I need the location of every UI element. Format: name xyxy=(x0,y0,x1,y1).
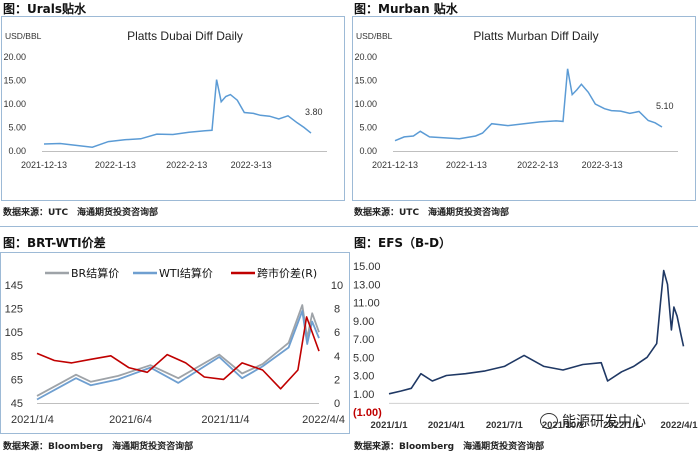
x-tick-label: 2022/1/1 xyxy=(603,420,641,431)
x-tick-label: 2021/11/4 xyxy=(201,414,249,426)
legend-label: WTI结算价 xyxy=(159,266,213,280)
legend-label: 跨市价差(R) xyxy=(257,266,317,280)
series-line xyxy=(36,310,320,401)
murban-panel: 图：Murban 贴水 USD/BBL Platts Murban Diff Da… xyxy=(351,0,698,220)
y-tick-label: 0.00 xyxy=(8,146,26,156)
series-line xyxy=(388,269,685,395)
chart-title: Platts Murban Diff Daily xyxy=(473,29,598,43)
y-right-tick-label: 0 xyxy=(334,398,340,410)
y-right-tick-label: 4 xyxy=(334,351,340,363)
efs-chart: (1.00) 1.00 3.00 5.00 7.00 9.00 11.00 13.00 15.0… xyxy=(353,261,698,431)
brt-wti-panel: 图：BRT-WTI价差 BR结算价 WTI结算价 跨市价差(R) 45 65 85 105 1… xyxy=(0,234,350,454)
y-right-tick-label: 2 xyxy=(334,374,340,386)
source-note: 数据来源：UTC 海通期货投资咨询部 xyxy=(354,208,510,218)
y-tick-label: 20.00 xyxy=(3,52,26,62)
y-tick-label: 10.00 xyxy=(3,99,26,109)
section-divider xyxy=(0,226,698,227)
x-tick-label: 2022-1-13 xyxy=(95,160,136,170)
efs-panel: 图：EFS（B-D） (1.00) 1.00 3.00 5.00 7.00 9.00 11.… xyxy=(351,234,698,454)
y-right-tick-label: 6 xyxy=(334,327,340,339)
y-tick-label: 15.00 xyxy=(354,76,377,86)
urals-chart: USD/BBL Platts Dubai Diff Daily 0.00 5.00 10… xyxy=(3,29,327,170)
x-tick-label: 2021/1/4 xyxy=(11,414,54,426)
chart-area: (1.00) 1.00 3.00 5.00 7.00 9.00 11.00 13.00 15.0… xyxy=(351,254,698,436)
y-tick-label: 7.00 xyxy=(353,334,374,346)
y-right-tick-label: 8 xyxy=(334,304,340,316)
x-tick-label: 2022-2-13 xyxy=(166,160,207,170)
wechat-icon xyxy=(540,413,558,429)
x-tick-label: 2022-2-13 xyxy=(517,160,558,170)
panel-title: 图：Urals贴水 xyxy=(3,2,87,16)
y-tick-label: 9.00 xyxy=(353,316,374,328)
y-left-tick-label: 45 xyxy=(11,398,23,410)
series-line xyxy=(394,68,663,142)
unit-label: USD/BBL xyxy=(356,31,393,41)
x-tick-label: 2022/4/1 xyxy=(661,420,698,431)
y-right-tick-label: 10 xyxy=(331,280,343,292)
x-tick-label: 2021-12-13 xyxy=(21,160,67,170)
y-left-tick-label: 125 xyxy=(5,304,23,316)
brt-wti-chart: BR结算价 WTI结算价 跨市价差(R) 45 65 85 105 125 145 0 2 4 6 8 10… xyxy=(5,266,345,426)
x-tick-label: 2021/4/1 xyxy=(428,420,466,431)
source-note: 数据来源：Bloomberg 海通期货投资咨询部 xyxy=(354,442,545,452)
x-tick-label: 2021-12-13 xyxy=(372,160,418,170)
y-tick-label: 13.00 xyxy=(353,279,381,291)
y-tick-label: 10.00 xyxy=(354,99,377,109)
y-tick-label: 15.00 xyxy=(353,261,381,273)
legend-label: BR结算价 xyxy=(71,266,119,280)
x-tick-label: 2022-1-13 xyxy=(446,160,487,170)
y-left-tick-label: 105 xyxy=(5,327,23,339)
panel-title: 图：EFS（B-D） xyxy=(354,236,452,250)
x-tick-label: 2022/4/4 xyxy=(302,414,345,426)
series-line xyxy=(43,79,312,148)
watermark-text: 能源研发中心 xyxy=(562,414,646,430)
end-value-label: 5.10 xyxy=(656,101,674,111)
x-tick-label: 2021/7/1 xyxy=(486,420,524,431)
y-tick-label: (1.00) xyxy=(353,407,382,419)
x-tick-label: 2022-3-13 xyxy=(231,160,272,170)
end-value-label: 3.80 xyxy=(305,107,323,117)
source-note: 数据来源：Bloomberg 海通期货投资咨询部 xyxy=(3,442,194,452)
y-left-tick-label: 145 xyxy=(5,280,23,292)
y-tick-label: 5.00 xyxy=(359,123,377,133)
panel-title: 图：BRT-WTI价差 xyxy=(3,236,106,250)
source-note: 数据来源：UTC 海通期货投资咨询部 xyxy=(3,208,159,218)
chart-title: Platts Dubai Diff Daily xyxy=(127,29,243,43)
chart-frame: BR结算价 WTI结算价 跨市价差(R) 45 65 85 105 125 145 0 2 4 6 8 10… xyxy=(0,252,350,434)
urals-panel: 图：Urals贴水 USD/BBL Platts Dubai Diff Daily… xyxy=(0,0,346,220)
y-tick-label: 20.00 xyxy=(354,52,377,62)
murban-chart: USD/BBL Platts Murban Diff Daily 0.00 5.00 1… xyxy=(354,29,678,170)
chart-frame: USD/BBL Platts Dubai Diff Daily 0.00 5.00 10… xyxy=(1,16,345,201)
x-tick-label: 2021/10/1 xyxy=(542,420,585,431)
x-tick-label: 2021/6/4 xyxy=(109,414,152,426)
series-line xyxy=(36,316,320,390)
y-tick-label: 11.00 xyxy=(353,298,380,310)
y-tick-label: 0.00 xyxy=(359,146,377,156)
y-tick-label: 5.00 xyxy=(353,352,374,364)
y-tick-label: 15.00 xyxy=(3,76,26,86)
watermark: 能源研发中心 xyxy=(540,411,646,431)
y-left-tick-label: 65 xyxy=(11,374,23,386)
unit-label: USD/BBL xyxy=(5,31,42,41)
chart-frame: USD/BBL Platts Murban Diff Daily 0.00 5.00 1… xyxy=(352,16,696,201)
panel-title: 图：Murban 贴水 xyxy=(354,2,458,16)
y-tick-label: 3.00 xyxy=(353,371,374,383)
y-left-tick-label: 85 xyxy=(11,351,23,363)
x-tick-label: 2021/1/1 xyxy=(371,420,409,431)
x-tick-label: 2022-3-13 xyxy=(582,160,623,170)
y-tick-label: 5.00 xyxy=(8,123,26,133)
y-tick-label: 1.00 xyxy=(353,389,374,401)
